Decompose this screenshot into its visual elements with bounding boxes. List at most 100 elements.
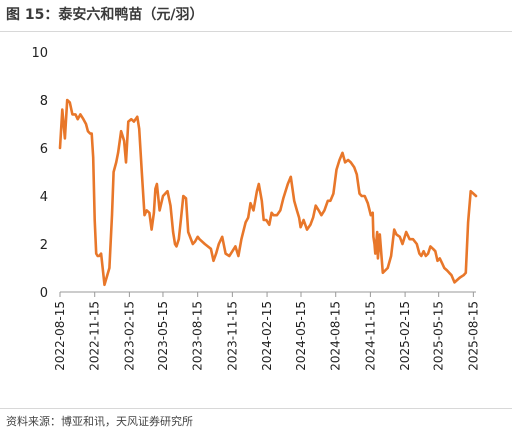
data-point	[350, 161, 352, 163]
data-point	[69, 101, 71, 103]
x-tick-label: 2025-08-15	[466, 301, 480, 371]
data-point	[178, 238, 180, 240]
y-tick-label: 10	[31, 46, 48, 61]
data-point	[182, 195, 184, 197]
x-tick-label: 2022-08-15	[53, 301, 67, 371]
data-point	[175, 245, 178, 247]
data-point	[172, 231, 174, 233]
x-tick-label: 2025-02-15	[398, 301, 412, 371]
x-tick-label: 2025-05-15	[432, 301, 446, 371]
data-point	[61, 109, 63, 111]
data-point	[112, 171, 115, 173]
y-tick-label: 6	[40, 142, 48, 157]
data-point	[77, 118, 79, 120]
data-point	[475, 195, 477, 197]
data-point	[353, 166, 355, 168]
data-point	[422, 250, 425, 252]
data-point	[303, 219, 305, 221]
data-point	[115, 161, 117, 163]
data-point	[130, 118, 132, 120]
data-point	[372, 212, 374, 214]
data-point	[237, 255, 239, 257]
data-point	[344, 161, 346, 163]
data-point	[470, 190, 472, 192]
x-tick-label: 2024-08-15	[329, 301, 343, 371]
data-point	[356, 173, 358, 175]
data-point	[318, 209, 320, 211]
data-point	[465, 272, 467, 274]
data-point	[300, 226, 302, 228]
data-point	[418, 253, 421, 255]
data-point	[306, 229, 308, 231]
data-point	[436, 260, 439, 262]
data-point	[427, 253, 429, 255]
data-point	[162, 195, 164, 197]
data-point	[261, 200, 263, 202]
data-point	[204, 243, 206, 245]
data-point	[207, 245, 209, 247]
data-point	[459, 277, 461, 279]
data-point	[374, 253, 376, 255]
data-point	[194, 241, 196, 243]
data-point	[71, 113, 74, 115]
data-point	[197, 236, 199, 238]
data-point	[256, 190, 258, 192]
data-point	[123, 140, 125, 142]
data-point	[312, 217, 314, 219]
data-point	[364, 195, 366, 197]
data-point	[282, 197, 284, 199]
data-point	[98, 255, 100, 257]
data-point	[192, 243, 194, 245]
data-point	[95, 253, 97, 255]
data-point	[434, 250, 436, 252]
x-axis: 2022-08-15 2022-11-15 2023-02-15 2023-05-15…	[53, 291, 480, 371]
data-point	[221, 236, 223, 238]
data-point	[332, 193, 335, 195]
data-point	[370, 214, 372, 216]
data-point	[323, 209, 325, 211]
data-point	[187, 231, 189, 233]
data-point	[64, 137, 66, 139]
x-tick-label: 2024-11-15	[363, 301, 377, 371]
data-point	[111, 214, 113, 216]
data-point	[409, 238, 411, 240]
data-point	[293, 200, 295, 202]
data-point	[66, 99, 68, 101]
data-point	[268, 224, 270, 226]
y-axis: 0 2 4 6 8 10	[31, 46, 48, 301]
data-point	[141, 171, 143, 173]
data-point	[329, 200, 332, 202]
data-point	[158, 209, 161, 211]
data-point	[117, 152, 119, 154]
data-point	[234, 245, 236, 247]
data-point	[270, 212, 273, 214]
data-point	[154, 188, 157, 190]
data-point	[108, 267, 111, 269]
data-point	[148, 212, 150, 214]
data-point	[276, 214, 278, 216]
data-point	[258, 183, 260, 185]
data-point	[87, 130, 89, 132]
data-point	[338, 159, 341, 161]
data-point	[347, 159, 349, 161]
data-point	[335, 169, 338, 171]
data-point	[467, 221, 469, 223]
data-point	[372, 236, 375, 238]
data-point	[450, 274, 453, 276]
data-point	[279, 209, 281, 211]
data-point	[263, 219, 265, 221]
data-point	[377, 257, 379, 259]
data-point	[399, 236, 401, 238]
data-point	[341, 152, 344, 154]
x-tick-label: 2023-05-15	[156, 301, 170, 371]
data-point	[387, 267, 389, 269]
data-point	[180, 217, 182, 219]
data-point	[185, 197, 187, 199]
data-point	[320, 214, 322, 216]
data-point	[244, 221, 247, 223]
data-point	[59, 147, 61, 149]
data-point	[100, 253, 102, 255]
data-point	[228, 255, 230, 257]
data-point	[265, 219, 267, 221]
y-tick-label: 0	[40, 286, 48, 301]
